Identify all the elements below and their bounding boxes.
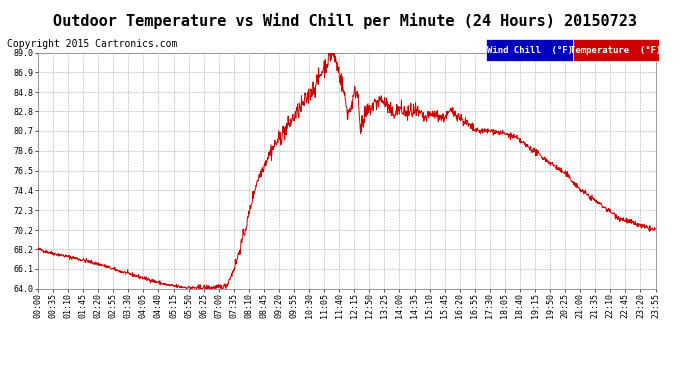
Text: Copyright 2015 Cartronics.com: Copyright 2015 Cartronics.com: [7, 39, 177, 50]
Text: Outdoor Temperature vs Wind Chill per Minute (24 Hours) 20150723: Outdoor Temperature vs Wind Chill per Mi…: [53, 13, 637, 29]
Text: Wind Chill  (°F): Wind Chill (°F): [486, 46, 573, 55]
Text: Temperature  (°F): Temperature (°F): [570, 46, 662, 55]
